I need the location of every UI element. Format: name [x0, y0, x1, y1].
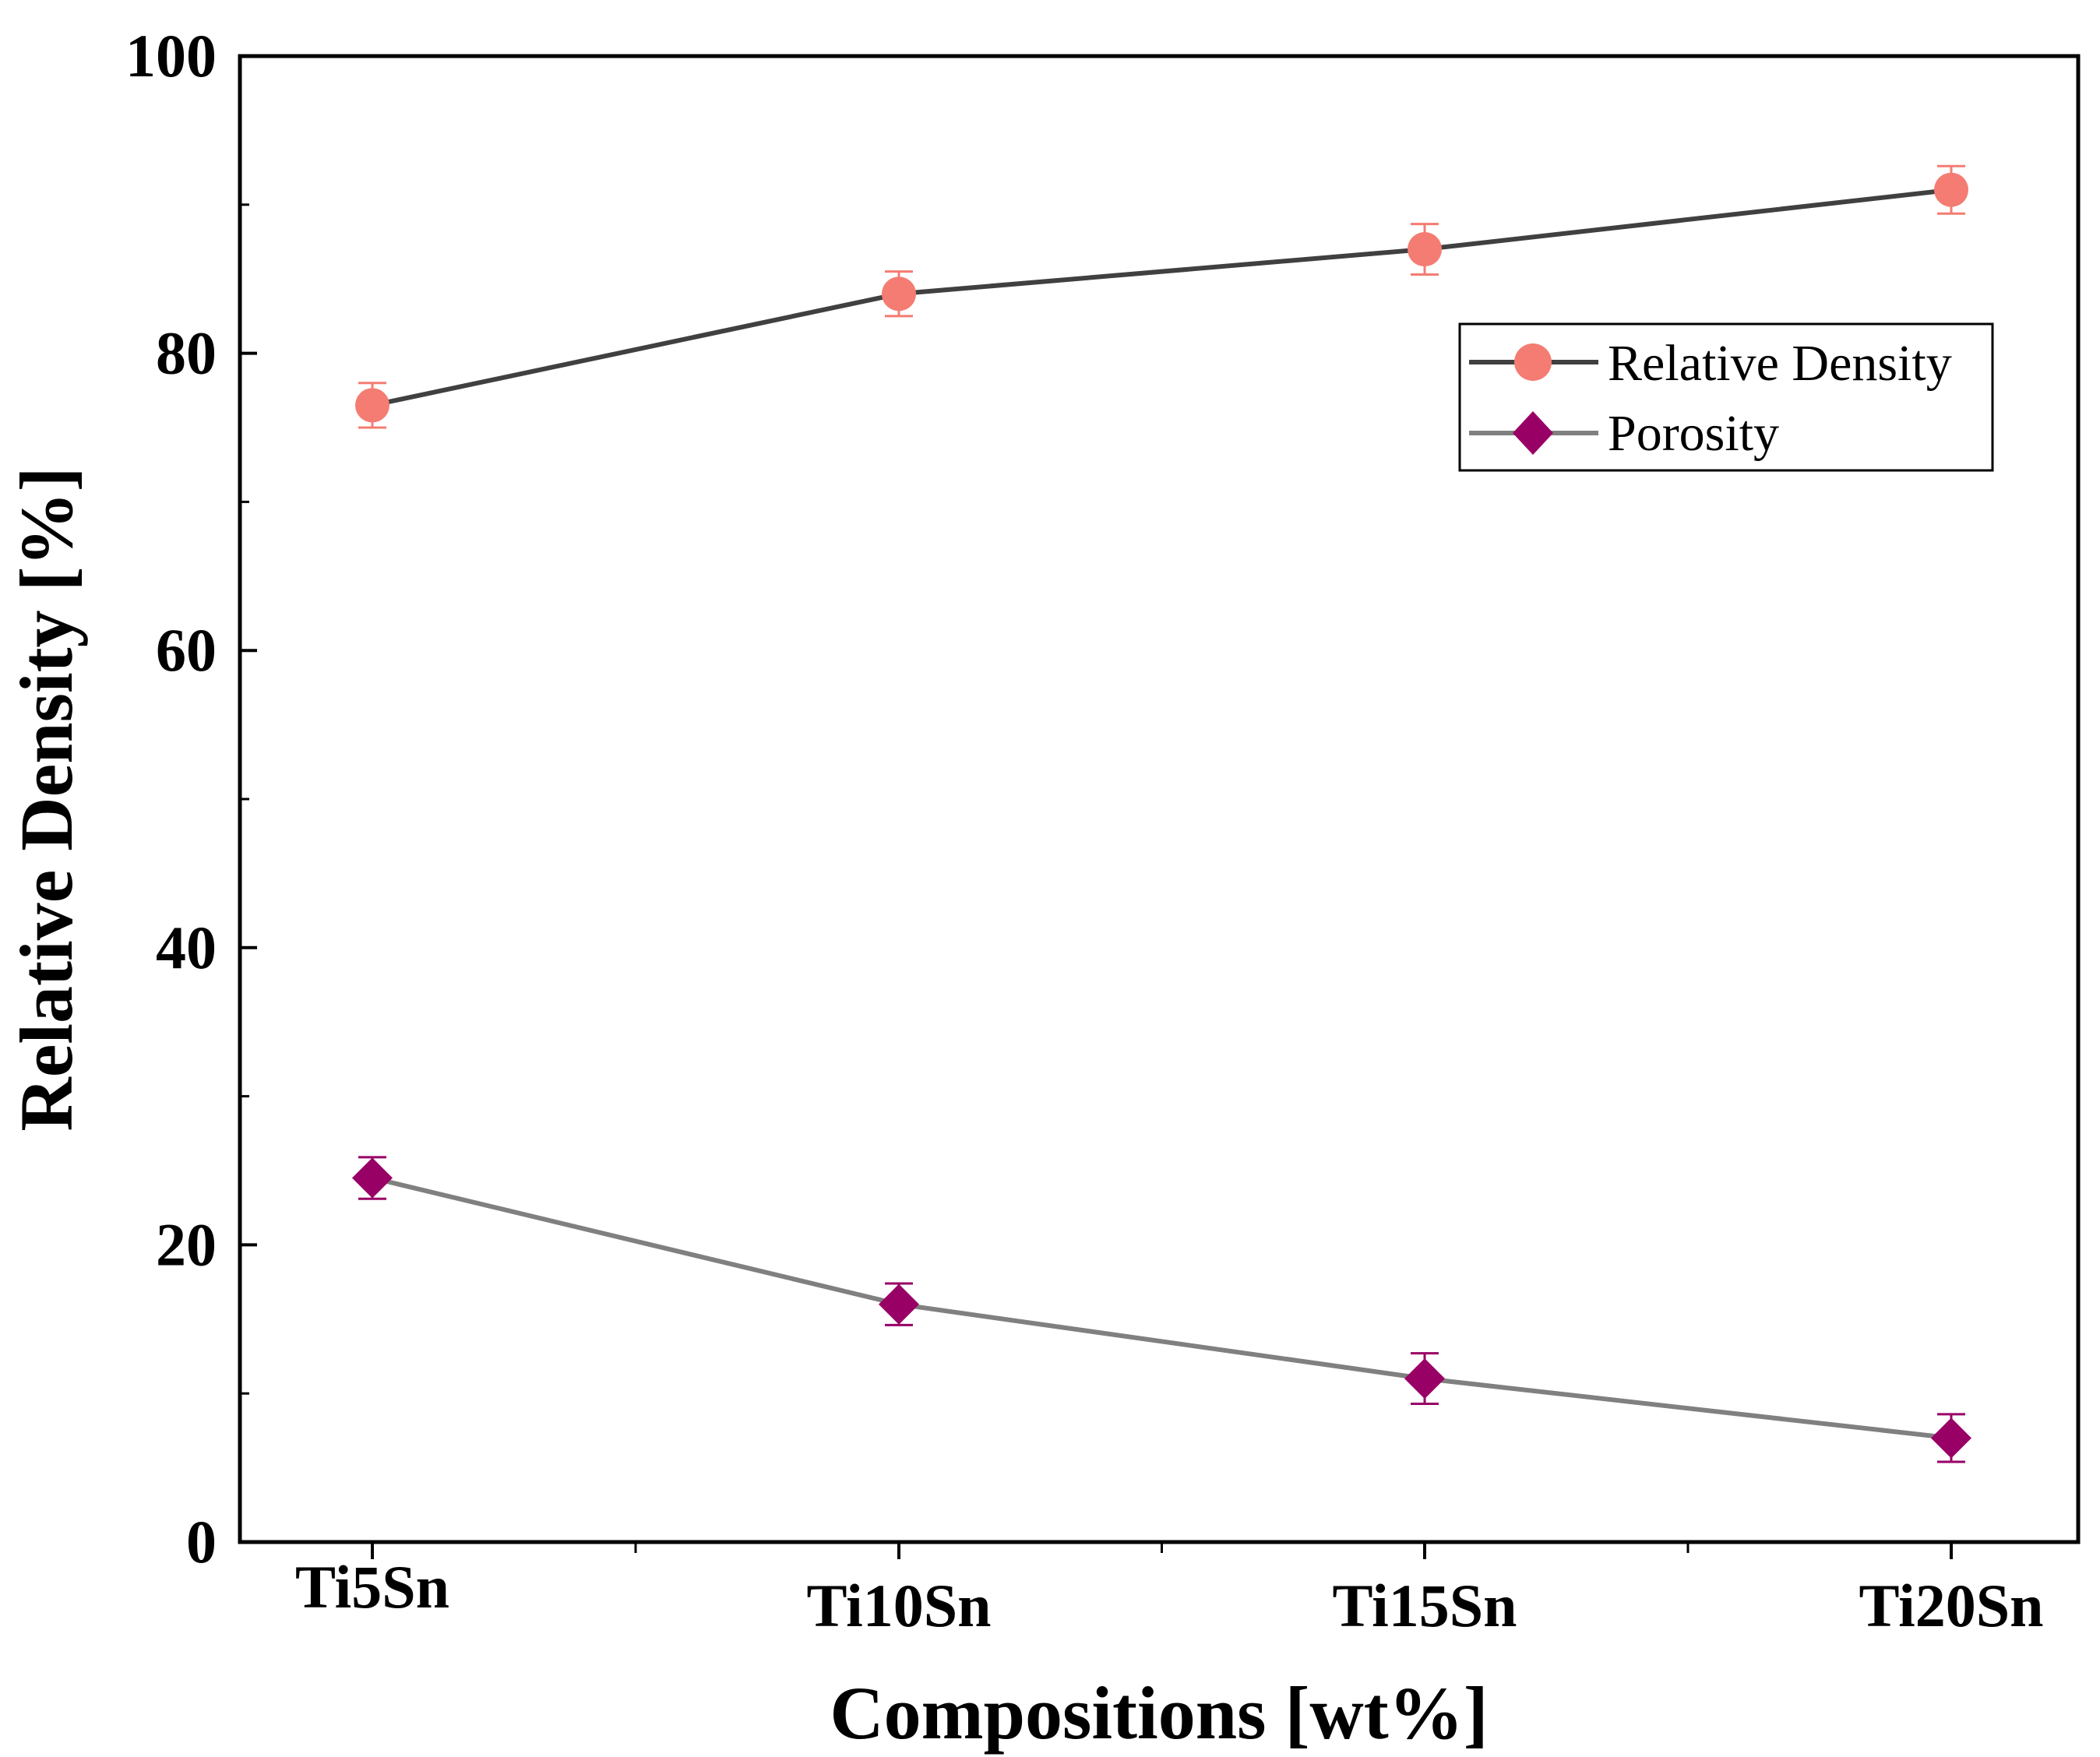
- y-tick-label: 80: [156, 319, 217, 387]
- legend-label-porosity: Porosity: [1608, 405, 1779, 462]
- x-tick-label: Ti5Sn: [295, 1553, 449, 1621]
- data-point-relative-density: [1408, 232, 1442, 267]
- data-point-porosity: [1931, 1417, 1971, 1459]
- y-axis: 0 20 40 60 80 100: [125, 22, 257, 1576]
- series-line-relative-density: [372, 187, 1952, 408]
- x-axis: Ti5Sn Ti10Sn Ti15Sn Ti20Sn: [295, 1542, 2044, 1639]
- data-point-relative-density: [882, 276, 916, 312]
- data-point-relative-density: [1934, 172, 1968, 207]
- x-axis-title: Compositions [wt%]: [830, 1671, 1488, 1755]
- series-layer: [352, 164, 1971, 1463]
- data-point-porosity: [352, 1157, 393, 1199]
- legend-marker-relative-density: [1514, 343, 1552, 381]
- legend: Relative Density Porosity: [1458, 322, 1994, 472]
- data-point-porosity: [1404, 1358, 1445, 1400]
- y-axis-title: Relative Density [%]: [5, 467, 88, 1131]
- y-tick-label: 100: [125, 22, 217, 90]
- x-tick-label: Ti15Sn: [1332, 1572, 1517, 1639]
- legend-box: [1458, 322, 1994, 472]
- y-tick-label: 40: [156, 914, 217, 981]
- plot-frame: [238, 54, 2081, 1544]
- y-tick-label: 0: [186, 1508, 217, 1576]
- legend-label-relative-density: Relative Density: [1608, 335, 1952, 392]
- y-tick-label: 60: [156, 616, 217, 684]
- data-point-porosity: [879, 1283, 919, 1325]
- data-point-relative-density: [355, 388, 389, 423]
- legend-marker-porosity: [1513, 411, 1553, 455]
- series-line-porosity: [372, 1175, 1952, 1441]
- y-tick-label: 20: [156, 1210, 217, 1278]
- x-tick-label: Ti20Sn: [1859, 1572, 2043, 1639]
- x-tick-label: Ti10Sn: [806, 1572, 991, 1639]
